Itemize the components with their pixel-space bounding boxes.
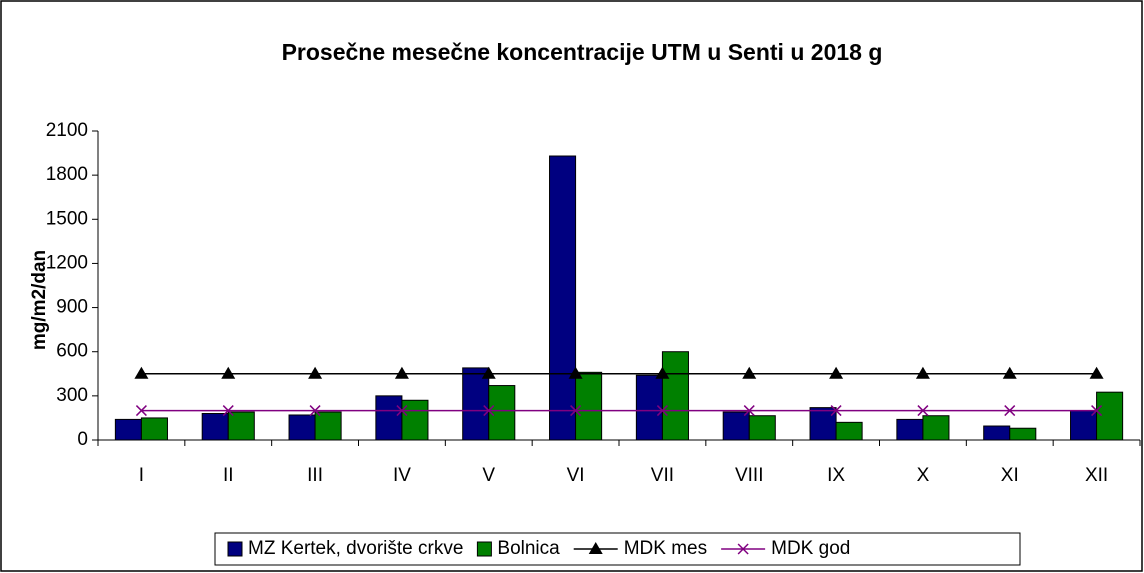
line-marker <box>483 405 495 417</box>
x-tick-label: II <box>223 465 234 486</box>
legend-box <box>214 532 1021 566</box>
line-marker <box>570 405 582 417</box>
line-marker <box>396 405 408 417</box>
y-tick-label: 300 <box>56 385 88 406</box>
line-marker <box>1091 405 1103 417</box>
x-tick-label: XI <box>1001 465 1019 486</box>
bar <box>227 411 255 441</box>
bar <box>488 385 516 441</box>
line-marker <box>1089 366 1104 379</box>
x-tick-label: VIII <box>735 465 764 486</box>
x-tick-label: IX <box>827 465 845 486</box>
x-tick-label: XII <box>1085 465 1108 486</box>
bar <box>809 407 837 441</box>
line-marker <box>481 366 496 379</box>
bar <box>288 414 316 441</box>
y-tick-label: 1500 <box>46 208 88 229</box>
bar <box>314 411 342 441</box>
bar <box>922 415 950 441</box>
bar <box>748 415 776 441</box>
bar <box>375 395 403 441</box>
line-marker <box>830 405 842 417</box>
chart-title: Prosečne mesečne koncentracije UTM u Sen… <box>282 39 883 65</box>
line-marker <box>656 405 668 417</box>
legend-marker <box>588 542 603 554</box>
line-marker <box>829 366 844 379</box>
bar <box>549 155 577 441</box>
legend-label: MDK god <box>771 538 850 559</box>
bar <box>140 417 168 441</box>
line-marker <box>222 405 234 417</box>
bar <box>661 351 689 441</box>
line-marker <box>743 405 755 417</box>
bar <box>114 418 142 441</box>
line-marker <box>742 366 757 379</box>
y-tick-label: 0 <box>77 429 88 450</box>
y-tick-label: 2100 <box>46 120 88 141</box>
line-marker <box>309 405 321 417</box>
line-marker <box>1002 366 1017 379</box>
bar <box>462 367 490 441</box>
legend-swatch <box>227 541 243 557</box>
x-tick-label: V <box>482 465 495 486</box>
x-tick-label: VI <box>567 465 585 486</box>
bar <box>896 418 924 441</box>
bar <box>1009 427 1037 441</box>
bar <box>722 411 750 441</box>
legend-label: MDK mes <box>624 538 707 559</box>
x-tick-label: III <box>307 465 323 486</box>
line-marker <box>308 366 323 379</box>
legend-swatch <box>476 541 492 557</box>
x-tick-label: I <box>139 465 144 486</box>
line-marker <box>655 366 670 379</box>
y-tick-label: 600 <box>56 341 88 362</box>
line-marker <box>1004 405 1016 417</box>
line-marker <box>135 405 147 417</box>
line-marker <box>917 405 929 417</box>
legend-label: Bolnica <box>497 538 560 559</box>
y-tick-label: 900 <box>56 297 88 318</box>
bar <box>201 413 229 441</box>
x-tick-label: VII <box>651 465 674 486</box>
bar <box>635 374 663 441</box>
legend-marker <box>737 543 749 555</box>
y-axis-label: mg/m2/dan <box>29 250 50 350</box>
x-tick-label: X <box>917 465 930 486</box>
y-tick-label: 1200 <box>46 252 88 273</box>
line-marker <box>915 366 930 379</box>
bar <box>835 421 863 441</box>
line-marker <box>394 366 409 379</box>
legend-label: MZ Kertek, dvorište crkve <box>248 538 463 559</box>
line-marker <box>568 366 583 379</box>
line-marker <box>221 366 236 379</box>
bar <box>983 425 1011 441</box>
bar <box>1096 391 1124 441</box>
x-tick-label: IV <box>393 465 411 486</box>
y-tick-label: 1800 <box>46 164 88 185</box>
line-marker <box>134 366 149 379</box>
